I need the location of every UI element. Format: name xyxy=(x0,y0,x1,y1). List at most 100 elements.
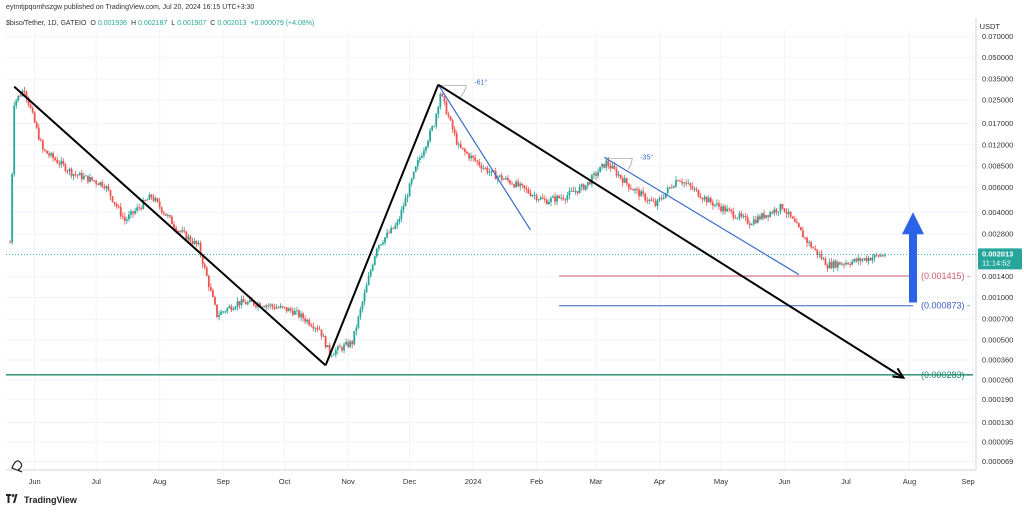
candle-body xyxy=(9,242,11,244)
candle-body xyxy=(593,173,595,176)
y-tick-label: 0.000260 xyxy=(982,376,1013,385)
candle-body xyxy=(193,240,196,244)
candle-body xyxy=(150,194,153,198)
up-arrow-icon[interactable] xyxy=(902,212,924,303)
candle-body xyxy=(17,95,20,101)
candle-body xyxy=(345,342,347,345)
candle-body xyxy=(291,310,294,315)
low-label: L xyxy=(171,20,176,27)
candle-body xyxy=(461,147,464,149)
candle-body xyxy=(365,284,368,293)
candle-body xyxy=(814,248,817,250)
candle-body xyxy=(15,100,18,106)
candle-body xyxy=(793,218,796,222)
x-tick-label: Jul xyxy=(91,477,101,486)
candle-body xyxy=(720,206,722,212)
angle-label: -61° xyxy=(474,79,487,87)
y-tick-label: 0.001000 xyxy=(982,293,1013,302)
candle-body xyxy=(820,253,823,259)
candle-body xyxy=(250,299,253,302)
candle-body xyxy=(478,161,481,166)
trend-line[interactable] xyxy=(437,83,904,379)
candle-body xyxy=(728,208,731,210)
symbol-title[interactable]: $biso/Tether, 1D, GATEIO xyxy=(6,20,87,27)
channel-line[interactable] xyxy=(437,84,531,231)
candle-body xyxy=(691,186,694,189)
candle-body xyxy=(636,189,638,190)
candle-body xyxy=(724,206,727,212)
trend-line[interactable] xyxy=(13,85,327,367)
y-tick-label: 0.070000 xyxy=(982,32,1013,41)
candle-body xyxy=(730,209,733,211)
candle-body xyxy=(507,177,509,181)
candle-body xyxy=(56,159,59,164)
candle-body xyxy=(783,208,786,212)
candle-body xyxy=(230,306,233,311)
channel-line[interactable] xyxy=(603,156,800,276)
candle-body xyxy=(564,199,567,201)
candle-body xyxy=(392,227,395,229)
candle-body xyxy=(304,318,307,322)
publish-info: eytmtjpqomhszgw published on TradingView… xyxy=(6,4,255,11)
candle-body xyxy=(554,196,556,202)
candle-body xyxy=(35,122,38,128)
candle-body xyxy=(48,153,50,156)
candle-body xyxy=(158,201,161,208)
candle-body xyxy=(785,211,788,214)
candle-body xyxy=(166,215,169,216)
candle-body xyxy=(406,196,409,198)
candle-body xyxy=(797,223,800,228)
candle-body xyxy=(234,306,237,309)
candle-body xyxy=(369,270,372,277)
candle-body xyxy=(78,172,81,176)
brand-name: TradingView xyxy=(24,494,77,505)
y-tick-label: 0.000095 xyxy=(982,437,1013,446)
candle-body xyxy=(582,184,585,190)
candle-body xyxy=(310,324,313,327)
low-value: 0.001907 xyxy=(177,20,207,27)
candle-body xyxy=(695,188,698,190)
candle-body xyxy=(488,172,491,174)
candle-body xyxy=(504,177,507,180)
candle-body xyxy=(185,231,188,240)
candle-body xyxy=(189,236,192,242)
candle-body xyxy=(226,308,229,312)
y-tick-label: 0.002800 xyxy=(982,230,1013,239)
candle-body xyxy=(709,197,712,203)
candle-body xyxy=(175,227,177,231)
candle-body xyxy=(11,174,14,243)
y-tick-label: 0.000700 xyxy=(982,315,1013,324)
candle-body xyxy=(216,304,218,317)
candle-body xyxy=(781,204,784,209)
candle-body xyxy=(23,90,26,93)
footer-brand[interactable]: TradingView xyxy=(6,494,77,505)
high-value: 0.002187 xyxy=(138,20,168,27)
candle-body xyxy=(857,258,860,262)
candle-body xyxy=(322,335,325,337)
y-tick-label: 0.008500 xyxy=(982,162,1013,171)
trend-line[interactable] xyxy=(324,84,440,366)
candle-body xyxy=(353,331,356,345)
candle-body xyxy=(574,191,577,192)
candle-body xyxy=(371,264,374,271)
candle-body xyxy=(664,192,667,198)
candle-body xyxy=(875,254,878,256)
candle-body xyxy=(273,306,276,309)
candle-body xyxy=(738,213,741,219)
candle-body xyxy=(240,299,243,306)
candle-body xyxy=(609,165,612,169)
candle-body xyxy=(697,189,700,197)
candle-body xyxy=(312,326,315,329)
candle-body xyxy=(744,216,747,218)
candle-body xyxy=(726,208,729,212)
candle-body xyxy=(666,187,669,193)
candle-body xyxy=(849,264,851,265)
candle-body xyxy=(672,186,675,188)
candle-body xyxy=(19,95,22,97)
candle-body xyxy=(269,304,272,306)
candle-body xyxy=(484,167,487,169)
candle-body xyxy=(570,190,573,192)
y-tick-label: 0.000190 xyxy=(982,395,1013,404)
candle-body xyxy=(363,292,366,302)
